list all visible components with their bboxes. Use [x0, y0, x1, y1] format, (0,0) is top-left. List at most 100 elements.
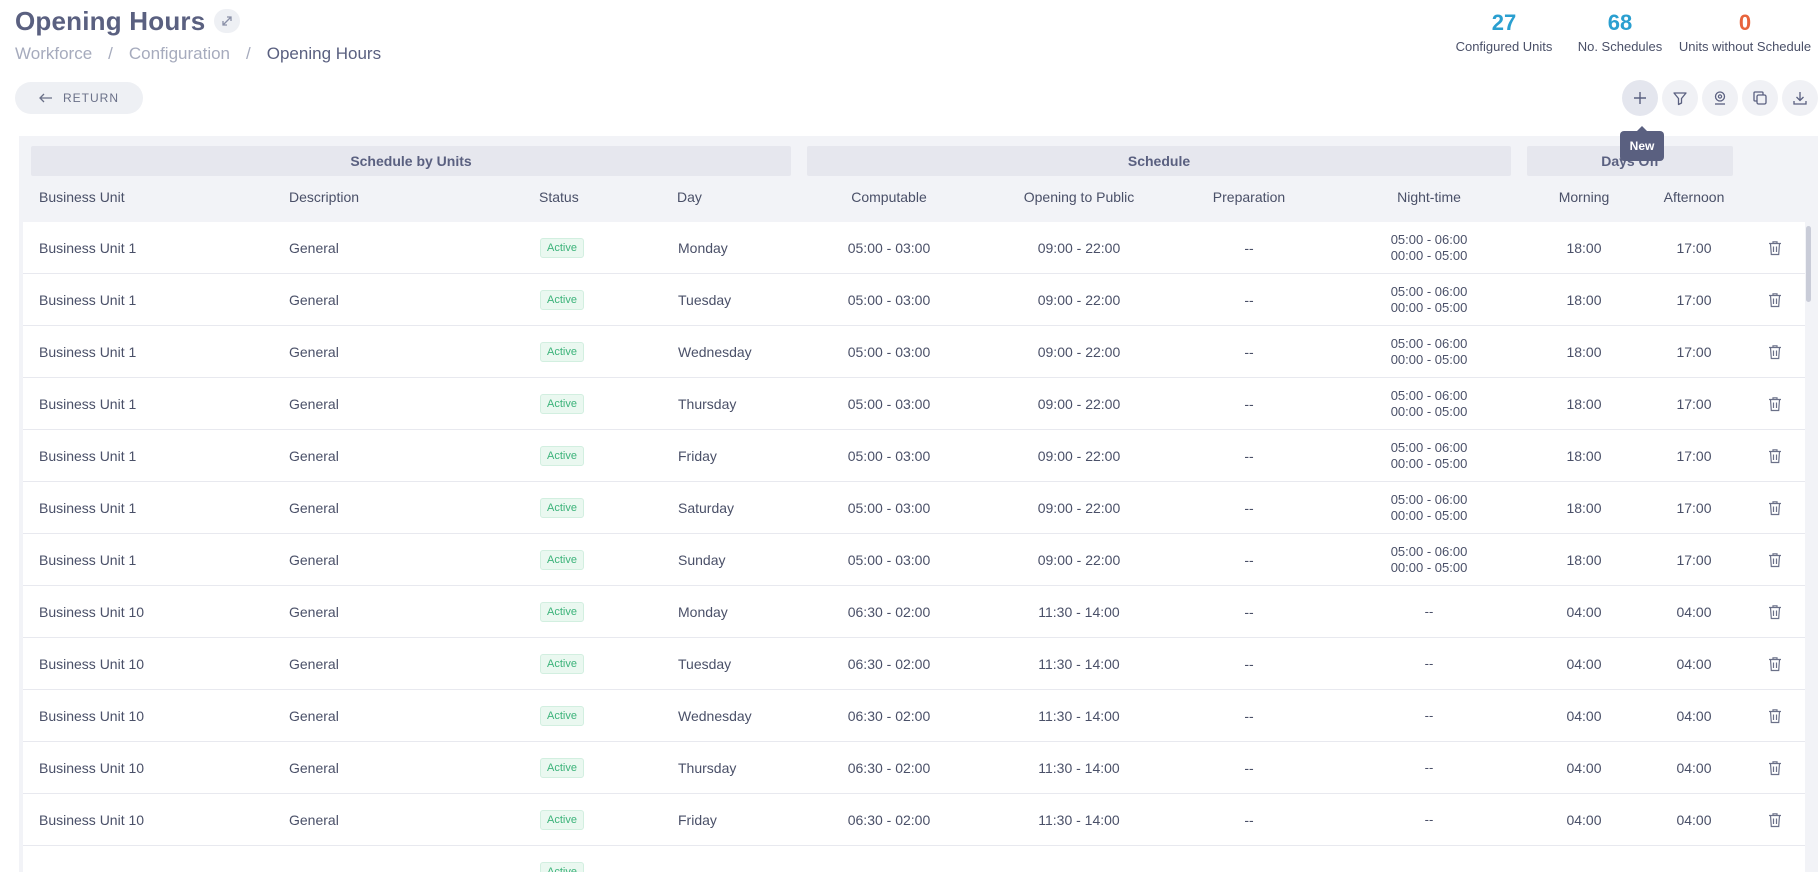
table-row[interactable]: Business Unit 1 General Active Wednesday…	[23, 326, 1805, 378]
toolbar	[1618, 80, 1818, 116]
cell-description: General	[289, 240, 339, 256]
cell-status: Active	[540, 430, 584, 482]
table-row[interactable]: Business Unit 1 General Active Sunday 05…	[23, 534, 1805, 586]
column-morning[interactable]: Morning	[1558, 189, 1610, 205]
cell-opening-to-public: 11:30 - 14:00	[1038, 708, 1120, 724]
delete-button[interactable]	[1765, 222, 1785, 274]
cell-opening-to-public: 11:30 - 14:00	[1038, 812, 1120, 828]
cell-business-unit: Business Unit 1	[39, 500, 137, 516]
delete-button[interactable]	[1765, 742, 1785, 794]
breadcrumb-configuration[interactable]: Configuration	[128, 44, 231, 63]
delete-button[interactable]	[1765, 690, 1785, 742]
cell-day: Friday	[678, 812, 717, 828]
column-preparation[interactable]: Preparation	[1212, 189, 1286, 205]
cell-opening-to-public: 09:00 - 22:00	[1037, 552, 1121, 568]
column-day[interactable]: Day	[677, 189, 702, 205]
cell-morning: 18:00	[1566, 292, 1602, 308]
table-row[interactable]: Business Unit 1 General Active Tuesday 0…	[23, 274, 1805, 326]
cell-description: General	[289, 292, 339, 308]
delete-button[interactable]	[1765, 378, 1785, 430]
cell-preparation: --	[1244, 396, 1254, 412]
delete-button[interactable]	[1765, 534, 1785, 586]
scrollbar-thumb[interactable]	[1806, 226, 1811, 302]
table-row[interactable]: Business Unit 1 General Active Monday 05…	[23, 222, 1805, 274]
cell-night-time: 05:00 - 06:00 00:00 - 05:00	[1359, 534, 1499, 586]
delete-button[interactable]	[1765, 482, 1785, 534]
cell-business-unit: Business Unit 10	[39, 604, 145, 620]
night-time-first: --	[1424, 656, 1434, 671]
cell-morning: 18:00	[1566, 240, 1602, 256]
cell-opening-to-public	[989, 846, 1169, 872]
trash-icon	[1769, 657, 1781, 672]
table-row[interactable]: Business Unit 1 General Active Thursday …	[23, 378, 1805, 430]
night-time-first: --	[1424, 812, 1434, 827]
cell-afternoon: 04:00	[1676, 604, 1712, 620]
cell-opening-to-public: 11:30 - 14:00	[1038, 604, 1120, 620]
column-computable[interactable]: Computable	[851, 189, 927, 205]
night-time-values: --	[1425, 760, 1434, 776]
download-button[interactable]	[1782, 80, 1818, 116]
trash-icon	[1769, 449, 1781, 464]
cell-opening-to-public: 09:00 - 22:00	[1037, 500, 1121, 516]
cell-night-time: 05:00 - 06:00 00:00 - 05:00	[1359, 430, 1499, 482]
table-row[interactable]: Business Unit 10 General Active Thursday…	[23, 742, 1805, 794]
cell-night-time: 05:00 - 06:00 00:00 - 05:00	[1359, 482, 1499, 534]
table-row[interactable]: Business Unit 1 General Active Friday 05…	[23, 430, 1805, 482]
table-row[interactable]: Business Unit 10 General Active Monday 0…	[23, 586, 1805, 638]
trash-icon	[1769, 605, 1781, 620]
delete-button[interactable]	[1765, 274, 1785, 326]
arrow-left-icon	[39, 93, 52, 103]
trash-icon	[1769, 709, 1781, 724]
breadcrumb-workforce[interactable]: Workforce	[15, 44, 93, 63]
cell-computable: 05:00 - 03:00	[847, 448, 931, 464]
download-icon	[1793, 92, 1807, 105]
stat-units-without-schedule: 0 Units without Schedule	[1670, 8, 1818, 56]
column-night-time[interactable]: Night-time	[1397, 189, 1461, 205]
status-badge: Active	[540, 862, 584, 872]
cell-business-unit: Business Unit 10	[39, 656, 145, 672]
cell-afternoon: 17:00	[1676, 344, 1712, 360]
delete-button[interactable]	[1765, 586, 1785, 638]
cell-preparation: --	[1244, 292, 1254, 308]
trash-icon	[1769, 241, 1781, 256]
delete-button[interactable]	[1765, 638, 1785, 690]
cell-night-time: --	[1359, 638, 1499, 690]
stat-label: Units without Schedule	[1678, 39, 1812, 54]
cell-description: General	[289, 708, 339, 724]
cell-day: Monday	[678, 240, 728, 256]
cell-status: Active	[540, 326, 584, 378]
location-button[interactable]	[1702, 80, 1738, 116]
return-button[interactable]: RETURN	[15, 82, 143, 114]
status-badge: Active	[540, 446, 584, 466]
column-afternoon[interactable]: Afternoon	[1663, 189, 1725, 205]
column-business-unit[interactable]: Business Unit	[39, 189, 125, 205]
cell-description: General	[289, 812, 339, 828]
stat-no-schedules: 68 No. Schedules	[1570, 8, 1670, 56]
delete-button[interactable]	[1765, 326, 1785, 378]
cell-computable: 05:00 - 03:00	[847, 396, 931, 412]
table-row[interactable]: Business Unit 10 General Active Friday 0…	[23, 794, 1805, 846]
column-opening-to-public[interactable]: Opening to Public	[1023, 189, 1135, 205]
cell-day: Sunday	[678, 552, 726, 568]
table-row[interactable]: Business Unit 1 General Active Saturday …	[23, 482, 1805, 534]
delete-button[interactable]	[1765, 794, 1785, 846]
new-button[interactable]	[1622, 80, 1658, 116]
trash-icon	[1769, 293, 1781, 308]
cell-afternoon: 04:00	[1676, 656, 1712, 672]
cell-preparation: --	[1244, 552, 1254, 568]
cell-morning: 18:00	[1566, 448, 1602, 464]
expand-button[interactable]	[214, 9, 240, 33]
group-schedule-by-units: Schedule by Units	[31, 146, 791, 176]
night-time-values: 05:00 - 06:00 00:00 - 05:00	[1391, 440, 1468, 472]
column-description[interactable]: Description	[289, 189, 360, 205]
column-status[interactable]: Status	[539, 189, 579, 205]
copy-button[interactable]	[1742, 80, 1778, 116]
table-row[interactable]: Business Unit 10 General Active Tuesday …	[23, 638, 1805, 690]
delete-button[interactable]	[1765, 430, 1785, 482]
cell-business-unit: Business Unit 10	[39, 812, 145, 828]
table-row[interactable]: Active	[23, 846, 1805, 872]
cell-night-time	[1359, 846, 1499, 872]
table-row[interactable]: Business Unit 10 General Active Wednesda…	[23, 690, 1805, 742]
filter-button[interactable]	[1662, 80, 1698, 116]
cell-day: Thursday	[678, 760, 737, 776]
